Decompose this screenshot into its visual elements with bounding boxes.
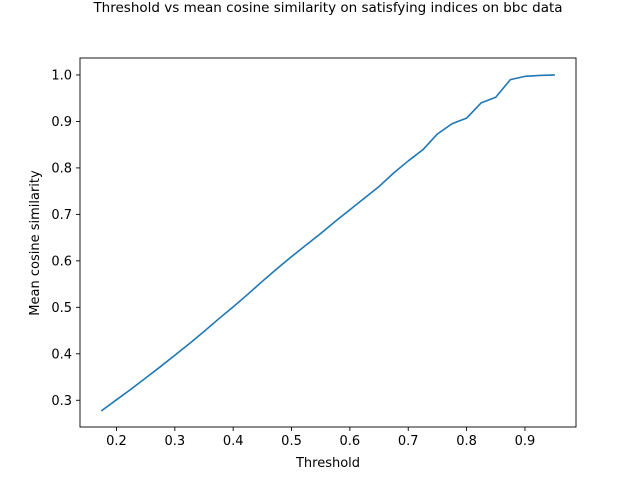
y-tick-label: 0.6 bbox=[51, 254, 72, 269]
x-tick-label: 0.5 bbox=[281, 434, 302, 449]
x-tick-label: 0.7 bbox=[398, 434, 419, 449]
plot-area: 0.2 0.3 0.4 0.5 0.6 0.7 0.8 0.9 0.3 0.4 0.5 0.6 0.7 0… bbox=[51, 57, 577, 449]
x-tick-label: 0.2 bbox=[106, 434, 127, 449]
y-tick-label: 1.0 bbox=[51, 68, 72, 83]
axes-frame bbox=[79, 57, 577, 428]
x-tick-label: 0.4 bbox=[223, 434, 244, 449]
y-tick-label: 0.8 bbox=[51, 161, 72, 176]
x-axis-label: Threshold bbox=[295, 456, 360, 471]
x-tick-label: 0.8 bbox=[456, 434, 477, 449]
x-tick-label: 0.6 bbox=[340, 434, 361, 449]
y-tick-label: 0.9 bbox=[51, 115, 72, 130]
x-tick-label: 0.3 bbox=[164, 434, 185, 449]
y-tick-label: 0.3 bbox=[51, 394, 72, 409]
y-tick-label: 0.4 bbox=[51, 347, 72, 362]
chart-title: Threshold vs mean cosine similarity on s… bbox=[92, 0, 562, 16]
series-line-0 bbox=[100, 74, 555, 412]
y-axis-label: Mean cosine similarity bbox=[28, 170, 43, 316]
y-tick-label: 0.7 bbox=[51, 208, 72, 223]
y-tick-label: 0.5 bbox=[51, 301, 72, 316]
x-tick-label: 0.9 bbox=[515, 434, 536, 449]
